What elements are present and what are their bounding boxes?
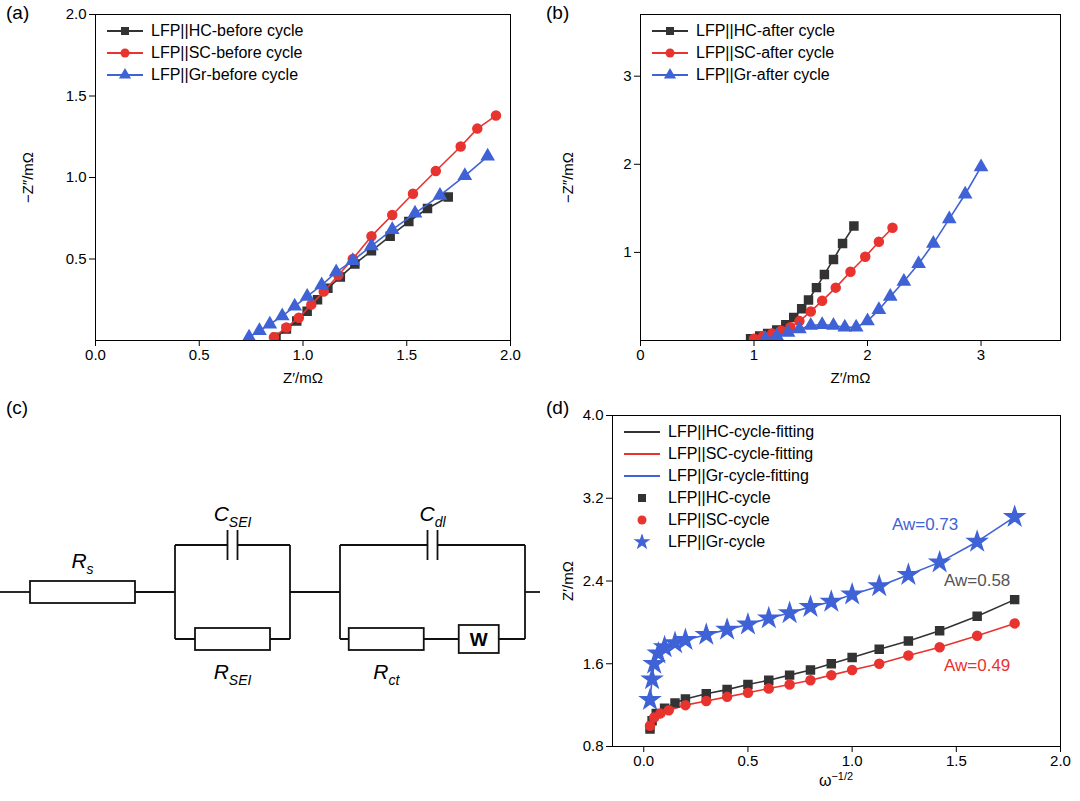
- svg-text:2.0: 2.0: [66, 5, 87, 22]
- svg-text:RSEI: RSEI: [214, 660, 252, 688]
- svg-text:1.0: 1.0: [842, 752, 863, 769]
- svg-text:1.6: 1.6: [583, 655, 604, 672]
- svg-text:Rs: Rs: [71, 549, 93, 577]
- svg-text:Cdl: Cdl: [419, 502, 446, 530]
- svg-text:−Z″/mΩ: −Z″/mΩ: [19, 152, 36, 203]
- svg-text:1.5: 1.5: [66, 87, 87, 104]
- html-text:(a): (a): [6, 2, 30, 23]
- svg-text:0: 0: [636, 346, 644, 363]
- svg-text:3: 3: [977, 346, 985, 363]
- svg-text:CSEI: CSEI: [214, 502, 252, 530]
- svg-text:2.0: 2.0: [1050, 752, 1071, 769]
- svg-text:−Z″/mΩ: −Z″/mΩ: [559, 152, 576, 203]
- svg-text:Aw=0.58: Aw=0.58: [944, 571, 1010, 590]
- svg-text:1: 1: [750, 346, 758, 363]
- svg-text:3.2: 3.2: [583, 489, 604, 506]
- html-text:LFP||SC-after cycle: LFP||SC-after cycle: [696, 44, 835, 61]
- svg-text:0.5: 0.5: [189, 346, 210, 363]
- svg-text:Z′/mΩ: Z′/mΩ: [559, 561, 576, 601]
- html-text:(b): (b): [546, 2, 570, 23]
- svg-text:Z′/mΩ: Z′/mΩ: [283, 369, 323, 386]
- html-text:LFP||HC-before cycle: LFP||HC-before cycle: [151, 22, 304, 39]
- svg-text:2: 2: [623, 155, 631, 172]
- html-text:LFP||HC-after cycle: LFP||HC-after cycle: [696, 22, 835, 39]
- svg-text:4.0: 4.0: [583, 406, 604, 423]
- svg-text:1.0: 1.0: [293, 346, 314, 363]
- html-text:LFP||Gr-before cycle: LFP||Gr-before cycle: [151, 66, 298, 83]
- svg-text:W: W: [470, 629, 488, 650]
- svg-text:0.5: 0.5: [66, 250, 87, 267]
- svg-text:Aw=0.73: Aw=0.73: [892, 515, 958, 534]
- html-text:(d): (d): [546, 397, 570, 418]
- html-text:LFP||HC-cycle-fitting: LFP||HC-cycle-fitting: [668, 423, 815, 440]
- svg-text:Rct: Rct: [373, 660, 400, 688]
- svg-text:1.0: 1.0: [66, 168, 87, 185]
- svg-text:3: 3: [623, 67, 631, 84]
- html-text:LFP||HC-cycle: LFP||HC-cycle: [668, 489, 771, 506]
- svg-text:1.5: 1.5: [396, 346, 417, 363]
- svg-text:Z′/mΩ: Z′/mΩ: [831, 369, 871, 386]
- html-text:LFP||Gr-after cycle: LFP||Gr-after cycle: [696, 66, 830, 83]
- svg-text:0.5: 0.5: [738, 752, 759, 769]
- html-text:LFP||Gr-cycle-fitting: LFP||Gr-cycle-fitting: [668, 467, 809, 484]
- html-text:LFP||SC-cycle: LFP||SC-cycle: [668, 511, 770, 528]
- svg-text:0.8: 0.8: [583, 737, 604, 754]
- html-text:LFP||SC-before cycle: LFP||SC-before cycle: [151, 44, 303, 61]
- html-text:ω−1/2: ω−1/2: [818, 770, 854, 790]
- svg-text:2.0: 2.0: [500, 346, 521, 363]
- svg-text:2: 2: [863, 346, 871, 363]
- html-text:LFP||SC-cycle-fitting: LFP||SC-cycle-fitting: [668, 445, 814, 462]
- svg-text:2.4: 2.4: [583, 572, 604, 589]
- svg-text:0.0: 0.0: [85, 346, 106, 363]
- svg-text:1: 1: [623, 243, 631, 260]
- svg-text:Aw=0.49: Aw=0.49: [944, 656, 1010, 675]
- svg-text:1.5: 1.5: [946, 752, 967, 769]
- svg-text:0.0: 0.0: [633, 752, 654, 769]
- html-text:(c): (c): [6, 397, 29, 418]
- html-text:LFP||Gr-cycle: LFP||Gr-cycle: [668, 533, 766, 550]
